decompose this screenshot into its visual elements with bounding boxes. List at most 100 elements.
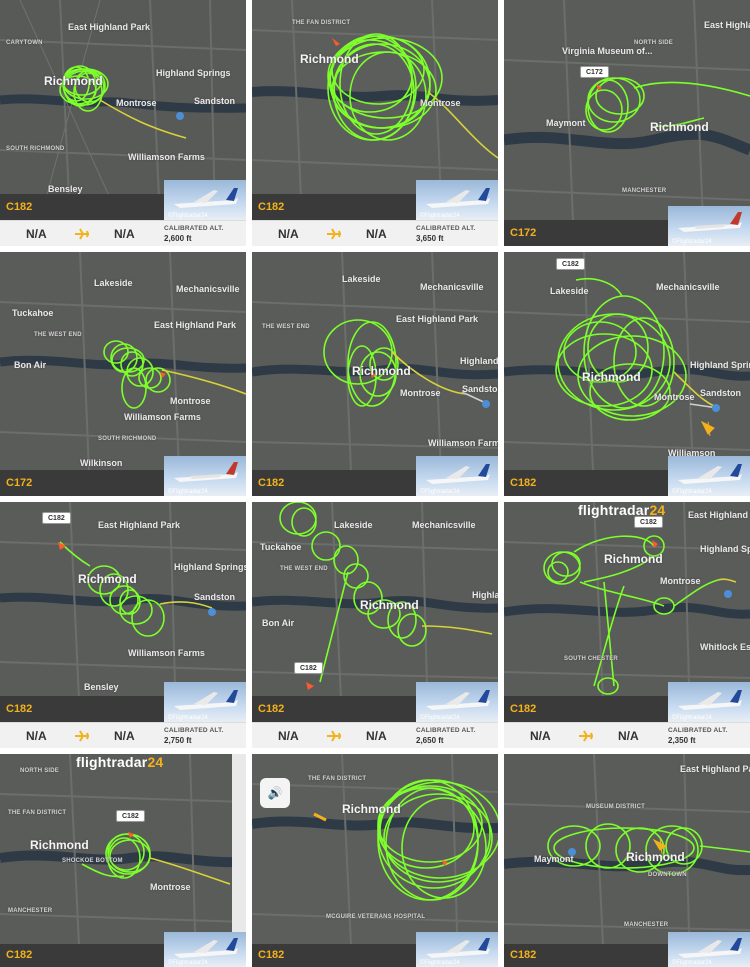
aircraft-type: C172 [510, 227, 537, 239]
aircraft-photo[interactable]: ©Flightradar24 [164, 180, 246, 220]
map-label: THE FAN DISTRICT [292, 20, 351, 26]
map-label: Lakeside [342, 274, 381, 284]
map-label: Highland Springs [156, 68, 231, 78]
flight-info-bar: N/A N/A CALIBRATED ALT. 2,600 ft [0, 220, 246, 246]
map-label: MANCHESTER [8, 908, 53, 914]
map-view[interactable]: Lakeside Mechanicsville THE WEST END Eas… [252, 252, 498, 496]
flight-tile-4[interactable]: Lakeside Mechanicsville Tuckahoe THE WES… [0, 252, 246, 496]
map-label: Williamson Farms [428, 438, 498, 448]
map-label: Highland Springs [174, 562, 246, 572]
aircraft-photo[interactable]: ©Flightradar24 [416, 932, 498, 967]
flight-tile-2[interactable]: Richmond Montrose THE FAN DISTRICT C182 … [252, 0, 498, 246]
map-label: SOUTH RICHMOND [98, 436, 157, 442]
map-label: Maymont [534, 854, 574, 864]
map-label: Montrose [150, 882, 191, 892]
aircraft-photo[interactable]: ©Flightradar24 [416, 682, 498, 722]
aircraft-photo[interactable]: ©Flightradar24 [668, 456, 750, 496]
aircraft-photo[interactable]: ©Flightradar24 [164, 932, 246, 967]
map-label: East Highland Park [154, 320, 237, 330]
aircraft-photo[interactable]: ©Flightradar24 [164, 682, 246, 722]
map-label: Montrose [654, 392, 695, 402]
map-label: Williamson Farms [124, 412, 201, 422]
map-label: NORTH SIDE [634, 40, 674, 46]
altitude-label: CALIBRATED ALT. [668, 727, 728, 734]
map-view[interactable]: C172 Virginia Museum of... Richmond Maym… [504, 0, 750, 246]
flight-tile-3[interactable]: C172 Virginia Museum of... Richmond Maym… [504, 0, 750, 246]
aircraft-photo[interactable]: ©Flightradar24 [668, 932, 750, 967]
airplane-icon [75, 730, 90, 742]
map-view[interactable]: 🔊 Richmond THE FAN DISTRICT MCGUIRE VETE… [252, 754, 498, 967]
map-label: Virginia Museum of... [562, 46, 653, 56]
aircraft-type: C182 [510, 477, 537, 489]
aircraft-callout[interactable]: C182 [556, 258, 585, 270]
map-label: Williamson [668, 448, 716, 458]
aircraft-type: C182 [258, 201, 285, 213]
aircraft-callout[interactable]: C172 [580, 66, 609, 78]
speaker-icon[interactable]: 🔊 [260, 778, 290, 808]
map-label: Montrose [170, 396, 211, 406]
map-label: SOUTH CHESTER [564, 656, 618, 662]
map-label: Bon Air [262, 618, 295, 628]
map-view[interactable]: C182 Lakeside Mechanicsville Richmond Hi… [504, 252, 750, 496]
aircraft-photo[interactable]: ©Flightradar24 [668, 206, 750, 246]
destination-code: N/A [618, 729, 639, 743]
flight-tile-12[interactable]: East Highland Park MUSEUM DISTRICT Maymo… [504, 754, 750, 967]
destination-code: N/A [114, 729, 135, 743]
map-label: Tuckahoe [260, 542, 302, 552]
map-label: East Highland Park [98, 520, 181, 530]
aircraft-callout[interactable]: C182 [42, 512, 71, 524]
map-label: THE WEST END [280, 566, 328, 572]
photo-credit: ©Flightradar24 [420, 715, 460, 721]
map-label: MANCHESTER [622, 188, 667, 194]
map-view[interactable]: Lakeside Mechanicsville Tuckahoe THE WES… [0, 252, 246, 496]
map-label: East Highland Park [680, 764, 750, 774]
map-label: Montrose [116, 98, 157, 108]
map-label: THE WEST END [262, 324, 310, 330]
flight-tile-6[interactable]: C182 Lakeside Mechanicsville Richmond Hi… [504, 252, 750, 496]
map-label: Tuckahoe [12, 308, 54, 318]
photo-credit: ©Flightradar24 [168, 213, 208, 219]
flight-tile-11[interactable]: 🔊 Richmond THE FAN DISTRICT MCGUIRE VETE… [252, 754, 498, 967]
map-label: Mechanicsville [176, 284, 240, 294]
aircraft-callout[interactable]: C182 [294, 662, 323, 674]
aircraft-photo[interactable]: ©Flightradar24 [416, 456, 498, 496]
aircraft-type: C172 [6, 477, 33, 489]
map-view[interactable]: flightradar24 C182 Richmond SHOCKOE BOTT… [0, 754, 246, 967]
photo-credit: ©Flightradar24 [168, 715, 208, 721]
flight-tile-10[interactable]: flightradar24 C182 Richmond SHOCKOE BOTT… [0, 754, 246, 967]
aircraft-photo[interactable]: ©Flightradar24 [164, 456, 246, 496]
aircraft-photo[interactable]: ©Flightradar24 [668, 682, 750, 722]
map-label: Bensley [84, 682, 119, 692]
flightradar-logo: flightradar24 [76, 754, 164, 770]
photo-credit: ©Flightradar24 [420, 489, 460, 495]
altitude-value: 3,650 ft [416, 234, 444, 243]
flight-tile-9[interactable]: flightradar24 C182 Richmond Highland Spr… [504, 502, 750, 748]
map-label: THE FAN DISTRICT [308, 776, 367, 782]
map-view[interactable]: East Highland Park MUSEUM DISTRICT Maymo… [504, 754, 750, 967]
origin-code: N/A [530, 729, 551, 743]
aircraft-callout[interactable]: C182 [634, 516, 663, 528]
aircraft-type: C182 [6, 703, 33, 715]
photo-credit: ©Flightradar24 [672, 489, 712, 495]
flight-tile-1[interactable]: East Highland Park Richmond Highland Spr… [0, 0, 246, 246]
aircraft-type: C182 [6, 201, 33, 213]
flight-tile-8[interactable]: C182 Lakeside Mechanicsville Tuckahoe TH… [252, 502, 498, 748]
destination-code: N/A [114, 227, 135, 241]
altitude-label: CALIBRATED ALT. [164, 225, 224, 232]
origin-code: N/A [278, 729, 299, 743]
map-view[interactable]: East Highland Park Richmond Highland Spr… [0, 0, 246, 220]
aircraft-type: C182 [258, 703, 285, 715]
map-label: MCGUIRE VETERANS HOSPITAL [326, 914, 426, 920]
map-label: Richmond [300, 52, 359, 66]
map-label: Mechanicsville [656, 282, 720, 292]
map-label: Richmond [582, 370, 641, 384]
airplane-icon [327, 730, 342, 742]
map-label: Highland Springs [700, 544, 750, 554]
aircraft-callout[interactable]: C182 [116, 810, 145, 822]
flight-tile-5[interactable]: Lakeside Mechanicsville THE WEST END Eas… [252, 252, 498, 496]
flight-info-bar: N/A N/A CALIBRATED ALT. 2,350 ft [504, 722, 750, 748]
aircraft-photo[interactable]: ©Flightradar24 [416, 180, 498, 220]
flight-tile-7[interactable]: C182 East Highland Park Richmond Highlan… [0, 502, 246, 748]
map-label: SHOCKOE BOTTOM [62, 858, 123, 864]
map-label: Williamson Farms [128, 648, 205, 658]
